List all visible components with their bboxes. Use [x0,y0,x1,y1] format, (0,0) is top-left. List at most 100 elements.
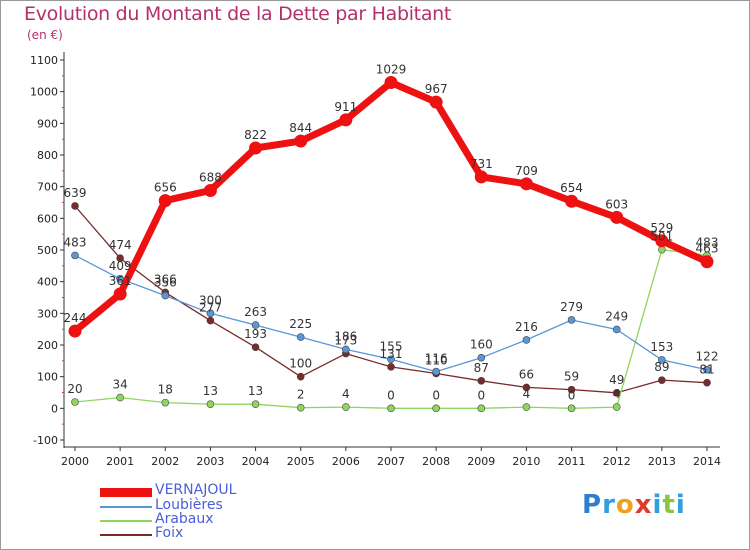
data-point-vernajoul [384,75,398,89]
data-point-arabaux [296,403,305,412]
data-label-vernajoul: 844 [289,121,312,135]
data-point-arabaux [612,403,621,411]
data-label-loubires: 116 [425,352,448,366]
data-point-loubires [387,355,395,364]
data-point-loubires [522,336,531,344]
y-tick-label: -100 [33,434,58,447]
legend-swatch [100,534,152,536]
x-tick-label: 2005 [287,455,315,468]
data-label-loubires: 160 [470,338,493,352]
data-point-vernajoul [519,177,533,191]
x-tick-label: 2000 [61,455,89,468]
x-tick-label: 2009 [467,455,495,468]
data-point-arabaux [477,404,486,413]
data-point-foix [567,385,576,394]
data-point-arabaux [567,404,576,413]
data-label-arabaux: 4 [613,387,621,401]
data-point-arabaux [342,403,350,411]
y-tick-label: 600 [37,212,58,225]
x-tick-label: 2013 [648,455,676,468]
x-tick-label: 2001 [106,455,134,468]
data-point-vernajoul [68,324,82,338]
data-label-arabaux: 483 [696,235,719,249]
data-point-vernajoul [339,113,353,127]
data-label-foix: 277 [199,301,222,315]
data-label-vernajoul: 1029 [376,62,407,76]
data-point-loubires [432,367,440,376]
data-point-vernajoul [655,234,669,248]
logo-letter: t [662,490,676,520]
data-point-foix [658,376,666,384]
data-point-loubires [612,325,621,334]
logo-letter: o [615,490,635,520]
data-label-loubires: 249 [605,309,628,323]
data-point-arabaux [116,393,124,402]
data-point-foix [387,363,395,371]
data-label-loubires: 186 [334,329,357,343]
data-label-vernajoul: 709 [515,164,538,178]
y-tick-label: 0 [51,402,58,415]
data-point-vernajoul [158,194,172,208]
data-label-vernajoul: 911 [334,100,357,114]
data-label-arabaux: 0 [568,388,576,402]
data-label-loubires: 409 [109,259,132,273]
data-label-arabaux: 34 [113,378,128,392]
x-tick-label: 2002 [151,455,179,468]
chart-subtitle: (en €) [27,28,63,42]
data-label-vernajoul: 656 [154,181,177,195]
data-label-foix: 59 [564,370,579,384]
legend-swatch [100,506,152,508]
legend-label: Foix [155,525,184,541]
data-label-foix: 173 [334,334,357,348]
x-tick-label: 2006 [332,455,360,468]
data-point-loubires [161,291,170,300]
data-point-arabaux [71,398,79,406]
data-point-vernajoul [203,183,217,197]
data-label-arabaux: 0 [432,388,440,402]
data-point-foix [296,372,305,381]
logo-letter: i [675,490,686,520]
data-point-arabaux [251,400,260,409]
data-label-foix: 66 [519,367,534,381]
data-point-arabaux [387,404,395,413]
x-tick-label: 2010 [512,455,540,468]
data-point-vernajoul [249,141,263,155]
data-label-arabaux: 4 [523,387,531,401]
y-tick-label: 700 [37,181,58,194]
data-point-loubires [206,309,215,318]
data-label-vernajoul: 822 [244,128,267,142]
data-point-vernajoul [565,194,579,208]
x-tick-label: 2014 [693,455,721,468]
data-label-loubires: 216 [515,320,538,334]
data-label-arabaux: 13 [248,384,263,398]
y-tick-label: 900 [37,117,58,130]
y-tick-label: 300 [37,307,58,320]
data-point-foix [71,202,79,210]
data-label-vernajoul: 967 [425,82,448,96]
data-label-vernajoul: 463 [696,242,719,256]
data-label-vernajoul: 731 [470,157,493,171]
logo-letter: r [602,490,616,520]
data-point-loubires [477,353,486,362]
x-tick-label: 2012 [603,455,631,468]
y-tick-label: 200 [37,339,58,352]
y-tick-label: 500 [37,244,58,257]
data-point-foix [477,376,486,385]
data-label-vernajoul: 361 [109,274,132,288]
x-tick-label: 2004 [242,455,270,468]
data-label-arabaux: 4 [342,387,350,401]
y-tick-label: 100 [37,371,58,384]
logo-letter: P [582,490,603,520]
data-point-foix [251,343,260,352]
x-tick-label: 2003 [196,455,224,468]
data-point-loubires [567,316,576,324]
y-tick-label: 400 [37,276,58,289]
data-point-arabaux [206,400,215,409]
data-label-vernajoul: 654 [560,181,583,195]
data-point-loubires [703,365,711,374]
data-label-loubires: 279 [560,300,583,314]
data-label-loubires: 153 [650,340,673,354]
data-point-loubires [251,321,260,329]
data-point-vernajoul [429,95,443,109]
data-label-foix: 474 [109,238,132,252]
